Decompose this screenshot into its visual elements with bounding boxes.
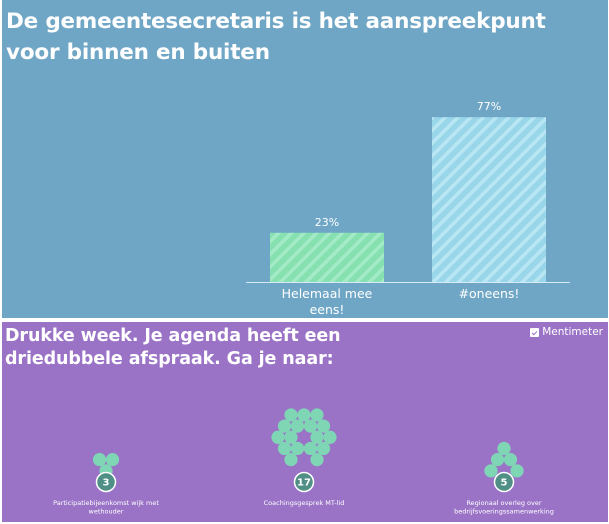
bar-value-label-1: 23% — [315, 216, 339, 229]
count-value-3: 5 — [501, 478, 508, 489]
dot-2-2 — [297, 408, 311, 422]
bar-1 — [270, 232, 384, 282]
dot-2-4 — [277, 419, 292, 433]
dot-cluster-chart: 3 Participatiebijeenkomst wijk metwethoud… — [53, 408, 554, 516]
category-label-1-line-1: Helemaal mee — [282, 286, 373, 301]
option-label-1-line-1: Participatiebijeenkomst wijk met — [53, 499, 159, 507]
dot-2-10 — [310, 430, 324, 444]
dot-2-9 — [284, 430, 298, 444]
mentimeter-brand-label: Mentimeter — [542, 326, 603, 338]
option-label-1-line-2: wethouder — [89, 508, 124, 516]
category-label-1-line-2: eens! — [310, 302, 345, 317]
dot-3-5 — [497, 441, 511, 456]
dot-2-1 — [284, 408, 298, 422]
option-label-3-line-1: Regionaal overleg over — [466, 499, 541, 507]
slide-2-question: Drukke week. Je agenda heeft een driedub… — [5, 326, 341, 369]
count-badge-2 — [293, 471, 315, 493]
dot-2-14 — [303, 441, 318, 456]
dot-1-2 — [105, 453, 120, 467]
dot-2-17 — [310, 453, 324, 467]
dot-3-4 — [510, 464, 524, 478]
category-label-2: #oneens! — [459, 286, 520, 301]
bar-2 — [432, 117, 546, 282]
mentimeter-brand: Mentimeter — [530, 326, 603, 338]
dot-2-6 — [303, 419, 318, 433]
dot-2-7 — [316, 419, 331, 433]
dot-2-3 — [310, 408, 324, 422]
dot-2-15 — [316, 441, 331, 456]
dot-3-1 — [490, 453, 505, 467]
dot-3-3 — [484, 464, 498, 478]
slide-1-question: De gemeentesecretaris is het aanspreekpu… — [6, 9, 546, 65]
dot-2-13 — [290, 441, 305, 456]
option-label-2: Coachingsgesprek MT-lid — [264, 499, 345, 507]
option-label-3-line-2: bedrijfsvoeringssamenwerking — [454, 508, 554, 516]
dot-2-11 — [323, 430, 337, 444]
dot-2-12 — [277, 441, 292, 456]
mentimeter-logo-icon — [530, 327, 540, 337]
bar-value-label-2: 77% — [477, 100, 501, 113]
dot-3-2 — [503, 453, 518, 467]
count-badge-1 — [95, 471, 117, 493]
dot-1-1 — [92, 453, 107, 467]
dot-2-16 — [284, 453, 298, 467]
count-value-1: 3 — [103, 478, 110, 489]
count-badge-3 — [493, 471, 515, 493]
dot-2-8 — [271, 430, 285, 444]
dot-2-5 — [290, 419, 305, 433]
count-value-2: 17 — [297, 478, 311, 489]
